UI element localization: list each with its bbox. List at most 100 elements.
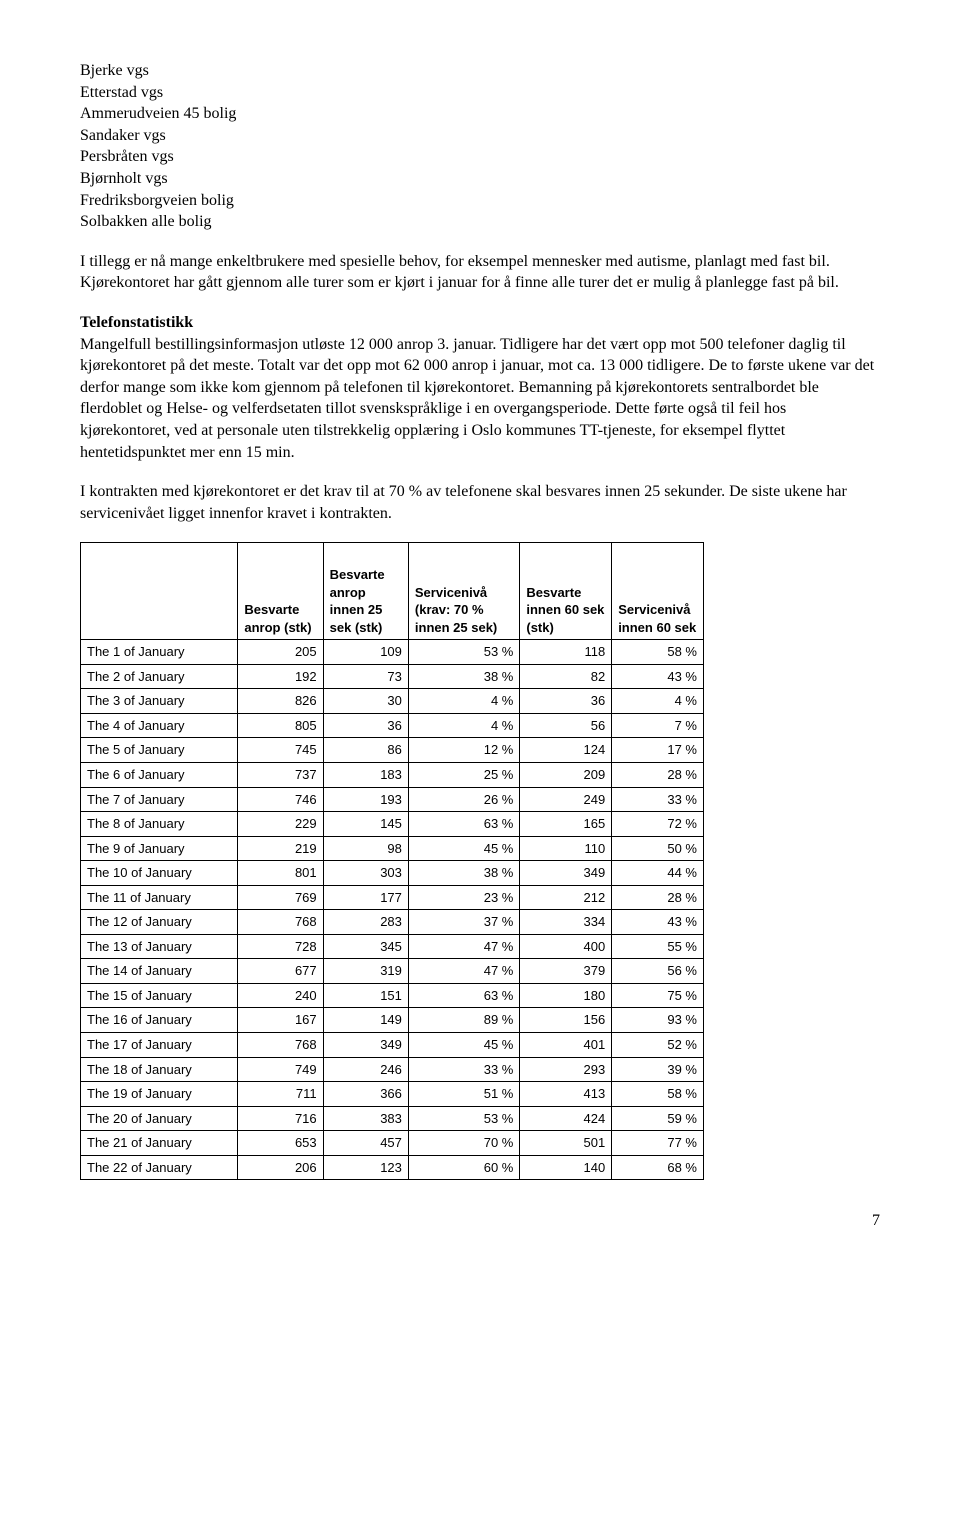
table-cell: The 10 of January	[81, 861, 238, 886]
table-cell: 366	[323, 1082, 408, 1107]
paragraph-3: I kontrakten med kjørekontoret er det kr…	[80, 481, 880, 524]
table-cell: 4 %	[612, 689, 704, 714]
table-cell: 77 %	[612, 1131, 704, 1156]
table-cell: The 6 of January	[81, 763, 238, 788]
table-row: The 21 of January65345770 %50177 %	[81, 1131, 704, 1156]
table-row: The 12 of January76828337 %33443 %	[81, 910, 704, 935]
table-header-cell	[81, 543, 238, 640]
table-cell: 192	[238, 664, 323, 689]
table-cell: 12 %	[408, 738, 519, 763]
table-cell: The 12 of January	[81, 910, 238, 935]
table-cell: 123	[323, 1155, 408, 1180]
table-cell: 303	[323, 861, 408, 886]
table-cell: 56 %	[612, 959, 704, 984]
table-cell: 45 %	[408, 836, 519, 861]
table-row: The 11 of January76917723 %21228 %	[81, 885, 704, 910]
table-cell: 768	[238, 1033, 323, 1058]
list-item: Sandaker vgs	[80, 125, 880, 147]
table-cell: 52 %	[612, 1033, 704, 1058]
table-cell: 193	[323, 787, 408, 812]
list-item: Ammerudveien 45 bolig	[80, 103, 880, 125]
table-cell: 156	[520, 1008, 612, 1033]
table-row: The 8 of January22914563 %16572 %	[81, 812, 704, 837]
list-item: Fredriksborgveien bolig	[80, 190, 880, 212]
table-cell: 149	[323, 1008, 408, 1033]
table-cell: The 4 of January	[81, 713, 238, 738]
table-row: The 17 of January76834945 %40152 %	[81, 1033, 704, 1058]
table-row: The 22 of January20612360 %14068 %	[81, 1155, 704, 1180]
table-cell: 33 %	[612, 787, 704, 812]
table-cell: The 2 of January	[81, 664, 238, 689]
table-cell: 283	[323, 910, 408, 935]
table-cell: 180	[520, 983, 612, 1008]
table-cell: 345	[323, 934, 408, 959]
table-cell: 801	[238, 861, 323, 886]
table-cell: The 21 of January	[81, 1131, 238, 1156]
table-cell: 28 %	[612, 763, 704, 788]
table-cell: The 14 of January	[81, 959, 238, 984]
table-cell: 89 %	[408, 1008, 519, 1033]
table-cell: 379	[520, 959, 612, 984]
table-cell: 118	[520, 640, 612, 665]
table-cell: 28 %	[612, 885, 704, 910]
table-cell: The 15 of January	[81, 983, 238, 1008]
table-cell: 183	[323, 763, 408, 788]
table-cell: The 8 of January	[81, 812, 238, 837]
table-cell: 17 %	[612, 738, 704, 763]
table-cell: The 13 of January	[81, 934, 238, 959]
table-cell: 677	[238, 959, 323, 984]
table-cell: 60 %	[408, 1155, 519, 1180]
table-row: The 7 of January74619326 %24933 %	[81, 787, 704, 812]
table-cell: 44 %	[612, 861, 704, 886]
table-cell: 413	[520, 1082, 612, 1107]
table-cell: 424	[520, 1106, 612, 1131]
table-cell: The 3 of January	[81, 689, 238, 714]
table-cell: 43 %	[612, 910, 704, 935]
table-cell: 33 %	[408, 1057, 519, 1082]
table-cell: 25 %	[408, 763, 519, 788]
table-cell: 167	[238, 1008, 323, 1033]
table-row: The 18 of January74924633 %29339 %	[81, 1057, 704, 1082]
table-row: The 3 of January826304 %364 %	[81, 689, 704, 714]
table-row: The 20 of January71638353 %42459 %	[81, 1106, 704, 1131]
table-cell: 768	[238, 910, 323, 935]
list-item: Solbakken alle bolig	[80, 211, 880, 233]
table-cell: The 1 of January	[81, 640, 238, 665]
paragraph-2: Mangelfull bestillingsinformasjon utløst…	[80, 334, 880, 464]
table-cell: 151	[323, 983, 408, 1008]
table-cell: 293	[520, 1057, 612, 1082]
table-cell: 177	[323, 885, 408, 910]
table-cell: 36	[323, 713, 408, 738]
table-row: The 9 of January2199845 %11050 %	[81, 836, 704, 861]
table-cell: The 5 of January	[81, 738, 238, 763]
table-header-cell: Besvarte innen 60 sek (stk)	[520, 543, 612, 640]
list-item: Etterstad vgs	[80, 82, 880, 104]
table-cell: 109	[323, 640, 408, 665]
table-cell: 82	[520, 664, 612, 689]
table-cell: 805	[238, 713, 323, 738]
table-cell: 246	[323, 1057, 408, 1082]
table-cell: 349	[323, 1033, 408, 1058]
table-cell: 93 %	[612, 1008, 704, 1033]
table-cell: 212	[520, 885, 612, 910]
page-number: 7	[80, 1210, 880, 1232]
table-cell: 63 %	[408, 812, 519, 837]
table-cell: 47 %	[408, 959, 519, 984]
table-cell: 711	[238, 1082, 323, 1107]
table-cell: The 9 of January	[81, 836, 238, 861]
table-cell: 145	[323, 812, 408, 837]
table-cell: The 20 of January	[81, 1106, 238, 1131]
table-row: The 19 of January71136651 %41358 %	[81, 1082, 704, 1107]
table-cell: 110	[520, 836, 612, 861]
table-cell: 746	[238, 787, 323, 812]
table-cell: 45 %	[408, 1033, 519, 1058]
table-header-cell: Besvarte anrop innen 25 sek (stk)	[323, 543, 408, 640]
table-cell: The 16 of January	[81, 1008, 238, 1033]
table-cell: 75 %	[612, 983, 704, 1008]
table-cell: 23 %	[408, 885, 519, 910]
table-cell: The 11 of January	[81, 885, 238, 910]
table-cell: 36	[520, 689, 612, 714]
table-cell: 826	[238, 689, 323, 714]
table-cell: 140	[520, 1155, 612, 1180]
table-cell: 43 %	[612, 664, 704, 689]
